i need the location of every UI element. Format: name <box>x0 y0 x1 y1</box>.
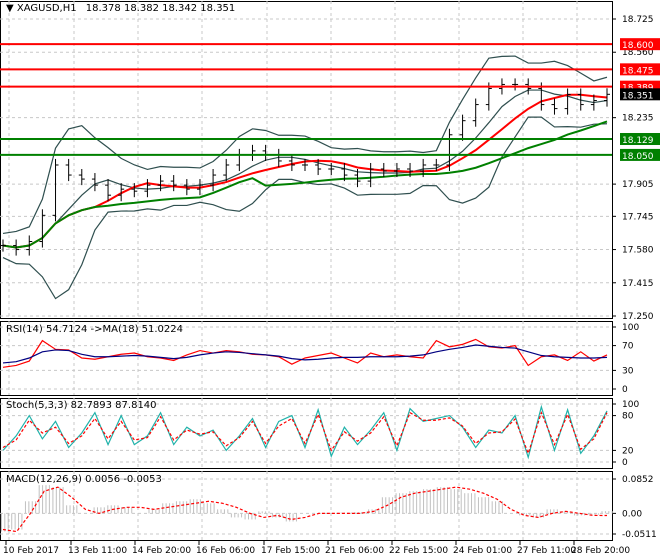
price-axis-label: 18.235 <box>622 114 654 124</box>
ma-slow-line <box>2 120 608 249</box>
rsi-axis-label: 100 <box>622 323 639 333</box>
rsi-ma-line <box>2 344 608 364</box>
rsi-axis-label: 30 <box>622 366 634 376</box>
current-price-bg <box>620 88 660 101</box>
stoch-axis-label: 20 <box>622 446 634 456</box>
rsi-axis-label: 70 <box>622 342 634 352</box>
chart-header: ▼ XAGUSD,H1 18.378 18.382 18.342 18.351 <box>6 3 235 14</box>
current-price-label: 18.351 <box>622 91 654 101</box>
rsi-line <box>2 338 608 368</box>
dropdown-triangle-icon[interactable]: ▼ <box>6 3 14 14</box>
ma-fast-line <box>2 93 608 249</box>
symbol-label: XAGUSD,H1 <box>16 3 77 14</box>
stoch-axis-label: 80 <box>622 412 634 422</box>
resistance-label-bg <box>620 63 660 76</box>
x-tick-label: 16 Feb 06:00 <box>196 546 255 556</box>
rsi-title: RSI(14) 54.7124 ->MA(18) 51.0224 <box>6 324 183 335</box>
x-tick-label: 24 Feb 01:00 <box>453 546 512 556</box>
panel-sto <box>0 398 613 469</box>
resistance-label-bg <box>620 38 660 51</box>
price-axis-label: 17.905 <box>622 180 654 190</box>
x-tick-label: 14 Feb 20:00 <box>132 546 191 556</box>
price-axis-label: 18.560 <box>622 48 654 58</box>
stoch-axis-label: 100 <box>622 400 639 410</box>
ohlc-values: 18.378 18.382 18.342 18.351 <box>85 3 236 14</box>
x-tick-label: 27 Feb 11:00 <box>517 546 576 556</box>
x-tick-label: 17 Feb 15:00 <box>261 546 320 556</box>
x-tick-label: 13 Feb 11:00 <box>68 546 127 556</box>
x-tick-label: 10 Feb 2017 <box>3 546 59 556</box>
bollinger-upper <box>2 55 608 235</box>
x-tick-label: 22 Feb 15:00 <box>389 546 448 556</box>
stoch-signal-line <box>2 410 608 456</box>
resistance-label: 18.475 <box>622 66 654 76</box>
price-axis-label: 18.725 <box>622 15 654 25</box>
support-label-bg <box>620 148 660 161</box>
price-axis-label: 17.415 <box>622 279 654 289</box>
macd-axis-label: 0.0852 <box>622 475 654 485</box>
price-axis-label: 17.250 <box>622 312 654 322</box>
price-axis-label: 17.745 <box>622 212 654 222</box>
macd-axis-label: -0.0511 <box>622 530 657 540</box>
panel-macd <box>0 471 613 541</box>
stoch-main-line <box>2 404 608 460</box>
macd-signal-line <box>2 486 608 533</box>
stoch-title: Stoch(5,3,3) 82.7893 87.8140 <box>6 400 157 411</box>
stoch-axis-label: 0 <box>622 458 628 468</box>
support-label-bg <box>620 133 660 146</box>
x-tick-label: 21 Feb 06:00 <box>325 546 384 556</box>
x-tick-label: 28 Feb 20:00 <box>571 546 630 556</box>
support-label: 18.050 <box>622 152 654 162</box>
panel-main <box>0 1 613 319</box>
rsi-axis-label: 0 <box>622 385 628 395</box>
resistance-label: 18.600 <box>622 41 654 51</box>
macd-axis-label: 0.00 <box>622 509 642 519</box>
price-axis-label: 17.580 <box>622 246 654 256</box>
macd-title: MACD(12,26,9) 0.0056 -0.0053 <box>6 474 162 485</box>
panel-rsi <box>0 321 613 396</box>
support-label: 18.129 <box>622 136 654 146</box>
